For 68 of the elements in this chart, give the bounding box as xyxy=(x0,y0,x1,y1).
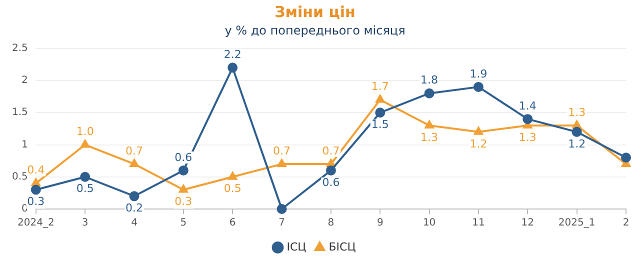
point xyxy=(621,152,631,163)
data-label: 2.2 xyxy=(224,48,242,62)
point xyxy=(80,140,90,148)
x-tick-label: 7 xyxy=(278,218,285,229)
point xyxy=(178,165,188,176)
point xyxy=(276,204,287,214)
point xyxy=(129,191,140,202)
data-label: 1.8 xyxy=(420,74,438,87)
point xyxy=(424,88,434,98)
data-label: 0.6 xyxy=(322,176,340,189)
x-tick-label: 12 xyxy=(521,218,534,229)
data-label: 1.3 xyxy=(420,130,438,144)
legend-label: ІСЦ xyxy=(286,240,307,254)
y-tick-label: 0.5 xyxy=(12,171,28,182)
x-tick-label: 10 xyxy=(422,218,436,229)
chart-subtitle: у % до попереднього місяця xyxy=(224,23,406,38)
x-tick-label: 4 xyxy=(131,218,138,229)
x-tick-label: 6 xyxy=(229,218,236,229)
point xyxy=(31,178,40,186)
data-label: 1.5 xyxy=(371,118,389,131)
y-tick-label: 2.5 xyxy=(12,42,28,54)
data-label: 0.6 xyxy=(174,150,192,164)
legend-label: БІСЦ xyxy=(328,240,356,254)
point xyxy=(474,126,483,135)
data-label: 1.2 xyxy=(568,137,586,150)
data-label: 1.3 xyxy=(568,106,586,119)
x-tick-label: 2024_2 xyxy=(17,218,54,229)
y-tick-label: 1 xyxy=(22,139,28,150)
point xyxy=(30,184,41,195)
y-tick-label: 1.5 xyxy=(12,107,28,118)
x-tick-label: 2 xyxy=(622,218,630,229)
data-label: 1.0 xyxy=(76,125,94,138)
data-label: 0.2 xyxy=(126,202,144,215)
point xyxy=(572,120,582,128)
data-label: 0.4 xyxy=(27,164,45,177)
data-label: 0.3 xyxy=(174,195,192,208)
data-label: 1.3 xyxy=(518,130,536,144)
point xyxy=(424,120,434,128)
x-tick-label: 5 xyxy=(180,218,187,229)
x-tick-label: 3 xyxy=(82,218,88,229)
point xyxy=(572,126,582,137)
data-label: 1.2 xyxy=(470,137,488,150)
point xyxy=(326,165,336,176)
data-label: 1.4 xyxy=(518,99,536,112)
point xyxy=(178,184,188,193)
data-label: 1.9 xyxy=(470,67,488,80)
data-label: 0.5 xyxy=(224,182,242,196)
chart-title: Зміни цін xyxy=(274,2,356,21)
point xyxy=(522,114,533,124)
x-tick-label: 8 xyxy=(328,218,334,229)
data-label: 0.7 xyxy=(126,144,144,158)
point xyxy=(473,82,484,92)
point xyxy=(130,159,139,168)
data-label: 0.3 xyxy=(27,195,45,208)
data-label: 0.5 xyxy=(76,182,94,196)
data-label: 0.7 xyxy=(273,144,291,158)
point xyxy=(228,172,238,180)
data-label: 0.7 xyxy=(322,144,340,158)
data-label: 1.7 xyxy=(371,80,389,94)
point xyxy=(228,62,238,73)
point xyxy=(376,94,385,103)
point xyxy=(80,172,90,182)
x-tick-label: 11 xyxy=(472,218,485,229)
point xyxy=(277,159,286,168)
x-tick-label: 2025_1 xyxy=(558,218,596,229)
point xyxy=(375,108,386,118)
y-tick-label: 2 xyxy=(22,75,28,86)
x-tick-label: 9 xyxy=(376,218,384,229)
